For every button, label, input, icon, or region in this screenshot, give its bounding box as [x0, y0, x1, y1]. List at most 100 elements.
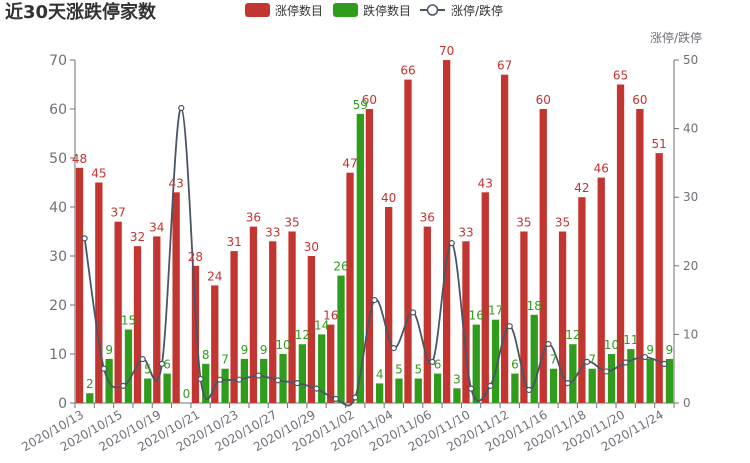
bar-limit-up[interactable] [385, 207, 393, 403]
bar-limit-down[interactable] [646, 358, 654, 403]
bar-limit-down[interactable] [511, 373, 519, 403]
bar-limit-down[interactable] [144, 378, 152, 404]
ratio-point[interactable] [139, 355, 146, 363]
ratio-point[interactable] [120, 382, 127, 389]
bar-limit-up[interactable] [114, 221, 122, 403]
bar-limit-up[interactable] [269, 241, 277, 403]
bar-limit-down[interactable] [607, 354, 616, 403]
bar-limit-down[interactable] [433, 373, 442, 403]
bar-limit-down[interactable] [491, 319, 500, 403]
bar-limit-down[interactable] [260, 358, 268, 403]
ratio-point[interactable] [603, 368, 610, 375]
bar-limit-up[interactable] [230, 251, 238, 403]
data-label-limit-down: 2 [86, 377, 94, 391]
bar-limit-up[interactable] [520, 231, 528, 404]
bar-limit-down[interactable] [356, 113, 364, 404]
bar-limit-up[interactable] [346, 172, 354, 403]
bar-limit-down[interactable] [472, 324, 480, 403]
data-label-limit-down: 0 [183, 387, 191, 401]
ratio-point[interactable] [487, 382, 494, 389]
ratio-point[interactable] [622, 359, 629, 366]
bar-limit-down[interactable] [395, 378, 403, 404]
bar-limit-down[interactable] [163, 373, 171, 403]
bar-limit-down[interactable] [453, 388, 461, 403]
bar-limit-down[interactable] [221, 368, 229, 403]
ratio-point[interactable] [506, 323, 513, 330]
bar-limit-up[interactable] [655, 153, 663, 403]
data-label-limit-down: 9 [241, 343, 249, 357]
ratio-point[interactable] [641, 353, 649, 361]
bar-limit-up[interactable] [597, 177, 605, 403]
bar-limit-down[interactable] [376, 383, 384, 403]
bar-limit-down[interactable] [86, 393, 94, 403]
bar-limit-down[interactable] [202, 363, 210, 403]
bar-limit-down[interactable] [588, 368, 596, 403]
bar-limit-down[interactable] [318, 334, 326, 403]
bar-limit-down[interactable] [549, 368, 558, 403]
ratio-point[interactable] [352, 394, 359, 401]
bar-limit-down[interactable] [627, 349, 635, 403]
legend-item-limit-down[interactable]: 跌停数目 [333, 3, 411, 18]
bar-limit-up[interactable] [578, 197, 586, 403]
ratio-point[interactable] [255, 372, 262, 379]
bar-limit-up[interactable] [191, 265, 200, 403]
legend-item-limit-up[interactable]: 涨停数目 [245, 3, 323, 18]
bar-limit-up[interactable] [249, 226, 258, 403]
bar-limit-up[interactable] [95, 182, 103, 404]
bar-limit-up[interactable] [539, 109, 547, 403]
ratio-point[interactable] [661, 360, 668, 367]
ratio-point[interactable] [332, 395, 339, 402]
ratio-point[interactable] [545, 340, 552, 348]
bar-limit-down[interactable] [337, 275, 345, 403]
ratio-point[interactable] [564, 380, 571, 387]
ratio-point[interactable] [410, 309, 417, 316]
bar-limit-up[interactable] [423, 226, 431, 403]
bar-limit-down[interactable] [530, 314, 538, 403]
bar-limit-up[interactable] [133, 246, 142, 403]
bar-limit-up[interactable] [365, 109, 373, 403]
bar-limit-up[interactable] [288, 231, 296, 404]
ratio-point[interactable] [448, 240, 455, 247]
bar-limit-up[interactable] [558, 231, 567, 404]
bar-limit-up[interactable] [211, 285, 219, 403]
bar-limit-up[interactable] [500, 74, 509, 403]
bar-limit-down[interactable] [124, 329, 133, 404]
ratio-point[interactable] [525, 386, 533, 394]
legend-item-ratio[interactable]: 涨停/跌停 [420, 3, 503, 18]
ratio-point[interactable] [313, 385, 320, 392]
bar-limit-up[interactable] [172, 192, 180, 403]
bar-limit-down[interactable] [569, 344, 577, 403]
ratio-point[interactable] [390, 345, 397, 352]
bar-limit-up[interactable] [404, 79, 412, 403]
ratio-point[interactable] [178, 104, 185, 112]
bar-limit-down[interactable] [279, 354, 287, 403]
ratio-point[interactable] [100, 365, 108, 372]
bar-limit-up[interactable] [481, 192, 489, 403]
bar-limit-up[interactable] [327, 324, 335, 403]
data-label-limit-down: 6 [434, 358, 442, 372]
legend[interactable]: 涨停数目 跌停数目 涨停/跌停 [245, 3, 503, 18]
bar-limit-up[interactable] [442, 60, 451, 403]
ratio-point[interactable] [197, 375, 204, 383]
bar-limit-down[interactable] [240, 358, 249, 403]
bar-limit-down[interactable] [414, 378, 422, 404]
bar-limit-down[interactable] [298, 344, 307, 403]
ratio-point[interactable] [468, 385, 475, 392]
ratio-point[interactable] [216, 376, 224, 383]
bar-limit-up[interactable] [462, 241, 470, 403]
bar-limit-up[interactable] [75, 167, 84, 403]
bar-limit-up[interactable] [616, 84, 625, 404]
ratio-point[interactable] [274, 377, 281, 384]
bar-limit-down[interactable] [665, 358, 674, 403]
bar-limit-up[interactable] [307, 256, 316, 403]
ratio-point[interactable] [81, 235, 88, 242]
ratio-point[interactable] [236, 376, 243, 383]
ratio-point[interactable] [294, 380, 301, 387]
bar-limit-up[interactable] [636, 109, 644, 403]
ratio-point[interactable] [583, 358, 591, 365]
ratio-point[interactable] [371, 297, 378, 304]
ratio-point[interactable] [429, 358, 436, 365]
ratio-point[interactable] [158, 360, 166, 367]
bar-limit-up[interactable] [153, 236, 161, 403]
